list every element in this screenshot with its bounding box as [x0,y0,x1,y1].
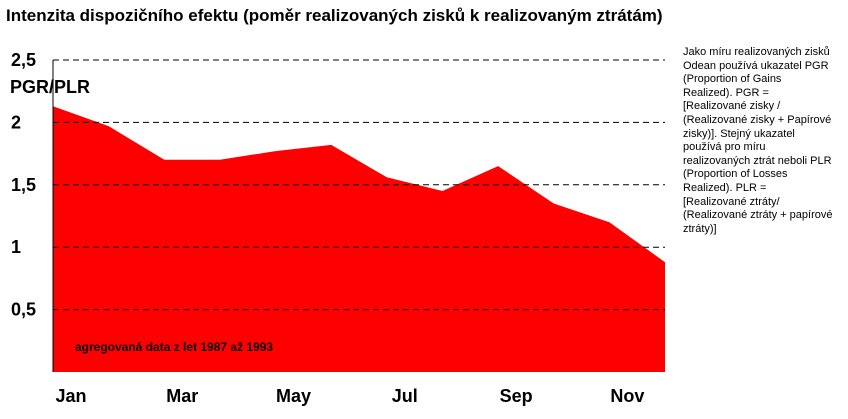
x-tick-label: May [276,386,311,406]
x-tick-labels: Jan Mar May Jul Sep Nov [55,386,644,406]
x-tick-label: Mar [166,386,198,406]
y-axis-label: PGR/PLR [10,77,91,97]
x-tick-label: Jan [55,386,86,406]
x-tick-label: Nov [610,386,644,406]
y-tick-labels: 0,5 1 1,5 2 2,5 [11,50,36,320]
y-tick-label: 0,5 [11,300,36,320]
series-area [53,106,665,372]
y-tick-label: 1 [11,237,21,257]
x-tick-label: Sep [500,386,533,406]
y-tick-label: 1,5 [11,175,36,195]
side-note: Jako míru realizovaných zisků Odean použ… [683,46,833,235]
y-tick-label: 2,5 [11,50,36,70]
x-tick-label: Jul [392,386,418,406]
chart-title: Intenzita dispozičního efektu (poměr rea… [6,6,663,25]
y-tick-label: 2 [11,112,21,132]
chart-annotation: agregovaná data z let 1987 až 1993 [75,340,273,354]
gridlines [53,59,665,311]
